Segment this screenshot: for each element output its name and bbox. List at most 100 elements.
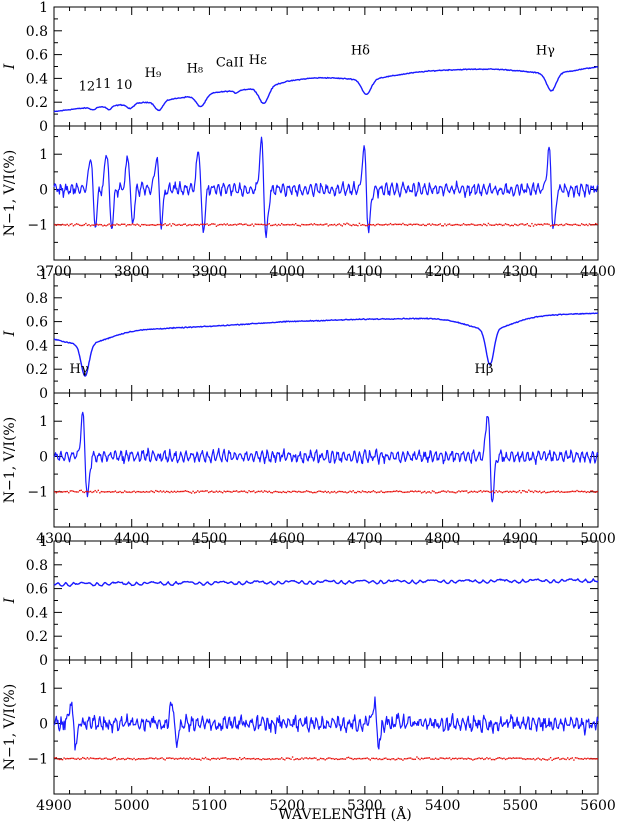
null-point: [211, 223, 213, 225]
null-point: [159, 757, 162, 760]
null-point: [371, 490, 373, 493]
null-point: [277, 758, 280, 760]
null-point: [189, 491, 191, 494]
null-point: [179, 490, 182, 493]
null-point: [497, 491, 499, 493]
null-point: [368, 223, 370, 226]
x-tick-label: 5400: [425, 798, 461, 814]
null-point: [545, 492, 547, 494]
null-point: [94, 758, 96, 760]
null-point: [355, 491, 358, 494]
null-point: [189, 757, 191, 759]
null-point: [528, 489, 530, 491]
null-point: [169, 223, 171, 225]
null-point: [235, 224, 238, 226]
null-point: [167, 491, 169, 493]
null-point: [151, 757, 154, 760]
null-point: [60, 491, 62, 493]
null-point: [315, 223, 317, 226]
null-point: [423, 757, 426, 760]
null-point: [500, 491, 502, 493]
y-tick-label: 0: [39, 716, 48, 732]
null-point: [142, 490, 145, 493]
null-point: [545, 223, 547, 225]
null-point: [128, 491, 131, 493]
null-point: [262, 491, 264, 493]
null-point: [543, 223, 546, 225]
null-point: [534, 490, 536, 492]
null-point: [414, 758, 417, 760]
null-point: [234, 223, 236, 226]
null-point: [574, 223, 577, 225]
null-point: [414, 223, 417, 226]
null-point: [478, 757, 480, 759]
null-point: [549, 756, 552, 759]
null-point: [556, 757, 558, 760]
null-point: [553, 758, 555, 760]
null-point: [455, 492, 457, 494]
null-point: [265, 758, 267, 761]
null-point: [296, 491, 298, 493]
null-point: [231, 224, 233, 226]
null-point: [253, 225, 255, 227]
null-point: [298, 490, 300, 493]
null-point: [414, 490, 417, 492]
null-point: [130, 224, 132, 226]
null-point: [358, 222, 361, 225]
null-point: [423, 224, 426, 227]
null-point: [150, 757, 152, 759]
y-axis-label: N−1, V/I(%): [2, 684, 18, 770]
null-point: [220, 223, 222, 226]
null-point: [91, 224, 93, 226]
intensity-spectrum: [53, 312, 599, 377]
null-point: [539, 490, 541, 493]
null-point: [207, 491, 210, 494]
x-tick-label: 3800: [114, 264, 150, 280]
null-point: [86, 490, 89, 493]
null-point: [453, 757, 455, 760]
null-point: [316, 759, 319, 761]
null-point: [218, 490, 221, 493]
null-point: [170, 225, 173, 227]
null-point: [267, 223, 269, 226]
null-point: [100, 224, 103, 226]
null-point: [75, 491, 78, 493]
null-point: [385, 757, 387, 759]
line-id-label: Hε: [249, 53, 267, 68]
null-point: [206, 490, 208, 492]
null-point: [64, 758, 67, 760]
null-point: [220, 491, 222, 493]
null-point: [290, 224, 292, 226]
null-point: [493, 224, 496, 226]
null-point: [159, 490, 162, 492]
null-point: [192, 490, 194, 493]
null-point: [382, 491, 384, 494]
null-point: [357, 490, 359, 493]
null-point: [344, 491, 347, 493]
null-point: [380, 224, 382, 226]
null-point: [193, 757, 196, 760]
null-point: [106, 758, 109, 760]
null-point: [389, 491, 392, 493]
null-point: [406, 757, 409, 760]
null-point: [198, 224, 201, 227]
null-point: [354, 224, 356, 226]
null-point: [172, 491, 174, 493]
null-point: [394, 490, 396, 493]
null-point: [343, 223, 345, 225]
null-point: [467, 757, 469, 759]
null-point: [369, 759, 371, 761]
null-point: [156, 490, 159, 493]
null-point: [425, 224, 427, 227]
null-point: [332, 757, 334, 760]
null-point: [221, 757, 224, 759]
null-point: [587, 757, 589, 760]
null-point: [588, 758, 591, 760]
null-point: [136, 758, 138, 760]
null-point: [253, 490, 255, 492]
null-point: [408, 757, 410, 759]
null-point: [498, 490, 501, 492]
null-point: [271, 492, 274, 494]
null-point: [571, 757, 574, 759]
null-point: [375, 491, 378, 494]
